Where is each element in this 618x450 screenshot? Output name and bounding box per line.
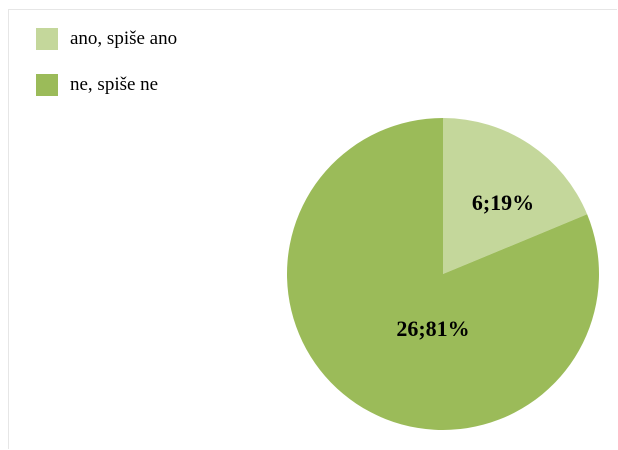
slice-label-ne: 26;81% xyxy=(396,316,469,341)
pie-slice-ne xyxy=(287,117,599,430)
pie-slice-ano xyxy=(443,118,588,274)
legend-label-ne: ne, spiše ne xyxy=(70,74,159,95)
legend-swatch-ne xyxy=(36,74,58,96)
legend-label-ano: ano, spiše ano xyxy=(70,28,178,49)
legend-item-ano: ano, spiše ano xyxy=(36,28,177,50)
legend-item-ne: ne, spiše ne xyxy=(36,74,177,96)
chart-legend: ano, spiše ano ne, spiše ne xyxy=(36,28,177,120)
legend-swatch-ano xyxy=(36,28,58,50)
slice-label-ano: 6;19% xyxy=(472,190,534,215)
chart-frame xyxy=(8,9,617,449)
